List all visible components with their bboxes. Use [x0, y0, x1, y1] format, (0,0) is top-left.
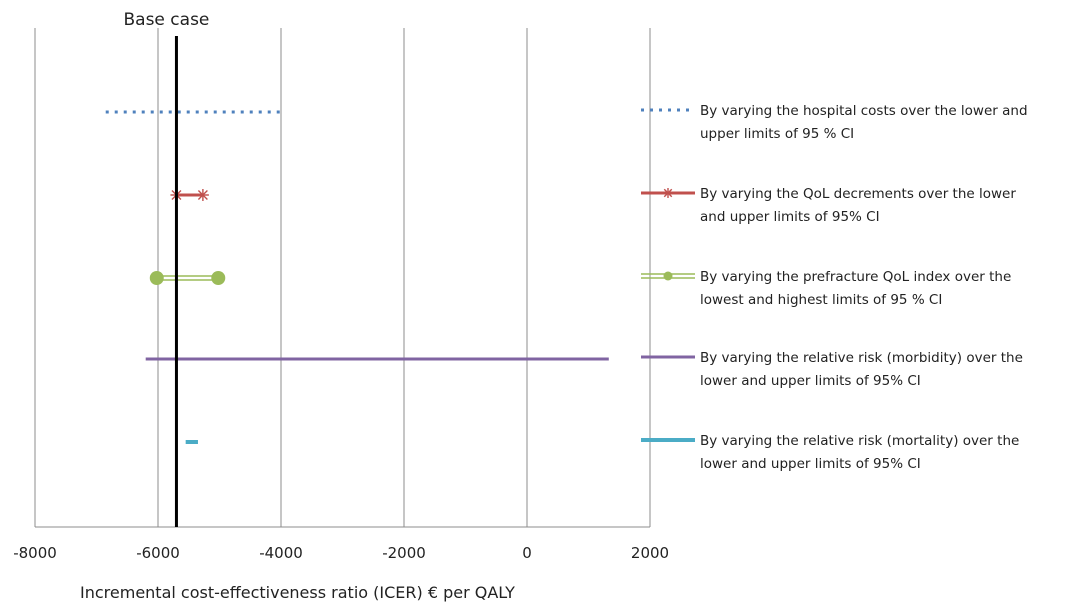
star-stroke [197, 190, 208, 200]
legend-text-line2: and upper limits of 95% CI [700, 209, 880, 225]
legend-text-line1: By varying the prefracture QoL index ove… [700, 269, 1011, 285]
legend-text-line1: By varying the hospital costs over the l… [700, 103, 1028, 119]
star-stroke [663, 188, 673, 198]
legend-text-line1: By varying the QoL decrements over the l… [700, 186, 1016, 202]
legend-item-3: By varying the prefracture QoL index ove… [641, 269, 1011, 308]
circle-marker [211, 271, 226, 285]
x-tick-label: -2000 [382, 544, 426, 562]
x-axis-title: Incremental cost-effectiveness ratio (IC… [80, 583, 515, 602]
legend-item-2: By varying the QoL decrements over the l… [641, 186, 1016, 225]
legend-item-1: By varying the hospital costs over the l… [641, 103, 1028, 142]
base-case-group: Base case [124, 10, 210, 527]
x-tick-label: 0 [522, 544, 532, 562]
legend-item-4: By varying the relative risk (morbidity)… [641, 350, 1023, 389]
circle-marker [663, 271, 673, 281]
x-tick-label: -8000 [13, 544, 57, 562]
x-tick-label: -6000 [136, 544, 180, 562]
series-bars [105, 110, 609, 444]
star-marker [196, 189, 209, 201]
legend-text-line2: lower and upper limits of 95% CI [700, 373, 921, 389]
legend-text-line2: lower and upper limits of 95% CI [700, 456, 921, 472]
legend-text-line1: By varying the relative risk (morbidity)… [700, 350, 1023, 366]
x-tick-label: 2000 [631, 544, 669, 562]
legend-text-line2: upper limits of 95 % CI [700, 126, 854, 142]
series-range-3 [149, 271, 226, 285]
star-marker [663, 188, 673, 198]
x-tick-label: -4000 [259, 544, 303, 562]
base-case-label: Base case [124, 10, 210, 30]
x-tick-labels: -8000 -6000 -4000 -2000 0 2000 [13, 544, 669, 562]
circle-marker [149, 271, 164, 285]
grid-lines [34, 28, 651, 528]
legend-item-5: By varying the relative risk (mortality)… [641, 433, 1019, 472]
legend-text-line2: lowest and highest limits of 95 % CI [700, 292, 942, 308]
legend-text-line1: By varying the relative risk (mortality)… [700, 433, 1019, 449]
legend: By varying the hospital costs over the l… [641, 103, 1028, 472]
